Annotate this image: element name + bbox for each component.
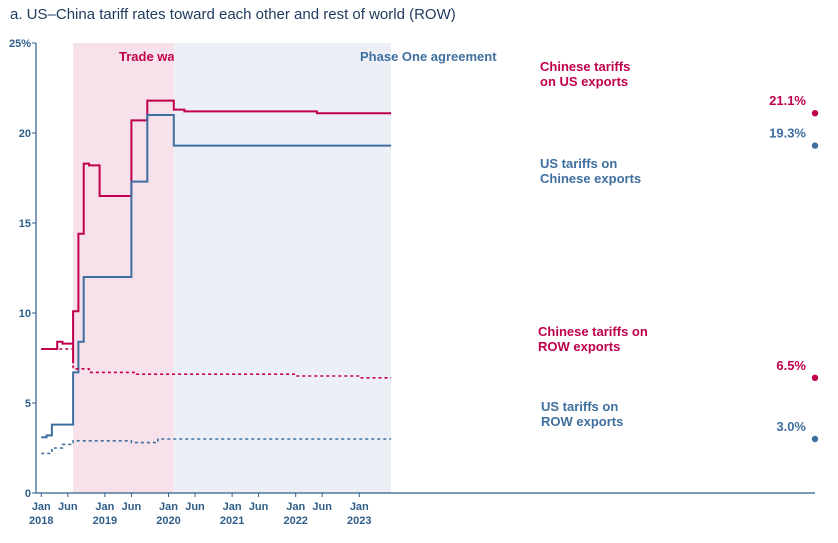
x-tick-label: Jan [286,501,305,513]
series-annotation-line: ROW exports [541,414,623,429]
x-tick-label: Jun [58,501,78,513]
series-annotation-line: ROW exports [538,339,620,354]
period-band [173,43,392,493]
series-annotation-line: on US exports [540,74,628,89]
series-end-label: 3.0% [776,419,806,434]
series-annotation-line: US tariffs on [541,399,618,414]
series-end-marker [811,142,819,149]
series-annotation-line: Chinese tariffs [540,59,630,74]
series-annotation-line: Chinese exports [540,171,641,186]
series-end-marker [811,435,819,443]
series-line [41,438,392,455]
y-tick-label: 5 [25,398,31,410]
x-tick-label: Jan [223,501,242,513]
y-tick-label: 20 [19,128,31,140]
x-tick-year-label: 2019 [93,515,117,527]
series-annotation: Chinese tariffs on ROW exports [538,324,648,354]
y-tick-label: 25% [9,38,31,50]
series-annotation-line: US tariffs on [540,156,617,171]
period-label: Phase One agreement [360,49,497,64]
chart-title: a. US–China tariff rates toward each oth… [10,6,456,23]
y-tick-label: 15 [19,218,31,230]
series-end-label: 6.5% [776,358,806,373]
series-lines: 21.1% 19.3% 6.5% 3.0% [41,93,819,455]
series-annotation: US tariffs on Chinese exports [540,156,641,186]
x-tick-label: Jan [350,501,369,513]
series-line [41,99,392,364]
period-band [73,43,174,493]
series-end-label: 19.3% [769,126,806,141]
x-tick-label: Jan [32,501,51,513]
x-tick-label: Jun [312,501,332,513]
y-tick-label: 10 [19,308,31,320]
axes [35,43,815,494]
y-tick-label: 0 [25,488,31,500]
x-tick-label: Jan [95,501,114,513]
x-tick-label: Jun [185,501,205,513]
series-annotation-line: Chinese tariffs on [538,324,648,339]
x-tick-year-label: 2023 [347,515,371,527]
period-bands: Trade war Phase One agreement [73,43,497,493]
series-end-label: 21.1% [769,93,806,108]
series-end-marker [811,374,819,381]
series-line [41,114,392,439]
x-tick-year-label: 2020 [156,515,180,527]
x-tick-label: Jan [159,501,178,513]
x-tick-year-label: 2022 [283,515,307,527]
x-tick-year-label: 2021 [220,515,244,527]
series-line [41,348,392,379]
series-annotation: US tariffs on ROW exports [541,399,623,429]
period-label: Trade war [119,49,180,64]
series-end-marker [811,110,819,117]
series-annotation: Chinese tariffs on US exports [540,59,630,89]
x-tick-label: Jun [122,501,142,513]
series-annotations: Chinese tariffs on US exports US tariffs o… [538,59,648,429]
x-tick-year-label: 2018 [29,515,53,527]
x-axis-ticks: Jan 2018 Jun Jan 2019 Jun Jan 2020 Jun Jan 2021 Jun… [29,493,372,527]
y-axis-ticks: 0 5 10 15 20 25% [9,38,36,500]
x-tick-label: Jun [249,501,269,513]
